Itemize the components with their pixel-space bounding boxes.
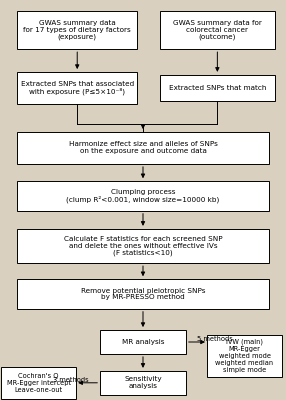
Text: Extracted SNPs that match: Extracted SNPs that match — [169, 85, 266, 91]
FancyBboxPatch shape — [17, 279, 269, 309]
Text: 5 methods: 5 methods — [197, 336, 233, 342]
Text: Remove potential pleiotropic SNPs
by MR-PRESSO method: Remove potential pleiotropic SNPs by MR-… — [81, 288, 205, 300]
Text: MR analysis: MR analysis — [122, 339, 164, 345]
FancyBboxPatch shape — [100, 330, 186, 354]
FancyBboxPatch shape — [17, 132, 269, 164]
Text: 3 methods: 3 methods — [53, 377, 89, 383]
Text: GWAS summary data for
colorectal cancer
(outcome): GWAS summary data for colorectal cancer … — [173, 20, 262, 40]
Text: Calculate F statistics for each screened SNP
and delete the ones without effecti: Calculate F statistics for each screened… — [64, 236, 222, 256]
FancyBboxPatch shape — [100, 371, 186, 395]
FancyBboxPatch shape — [17, 182, 269, 210]
FancyBboxPatch shape — [160, 11, 275, 49]
FancyBboxPatch shape — [17, 72, 137, 104]
FancyBboxPatch shape — [17, 229, 269, 263]
Text: Harmonize effect size and alleles of SNPs
on the exposure and outcome data: Harmonize effect size and alleles of SNP… — [69, 142, 217, 154]
Text: GWAS summary data
for 17 types of dietary factors
(exposure): GWAS summary data for 17 types of dietar… — [23, 20, 131, 40]
FancyBboxPatch shape — [160, 75, 275, 101]
Text: Sensitivity
analysis: Sensitivity analysis — [124, 376, 162, 389]
Text: IVW (main)
MR-Egger
weighted mode
weighted median
simple mode: IVW (main) MR-Egger weighted mode weight… — [215, 339, 274, 373]
FancyBboxPatch shape — [207, 335, 282, 377]
Text: Extracted SNPs that associated
with exposure (P≤5×10⁻⁸): Extracted SNPs that associated with expo… — [21, 81, 134, 95]
FancyBboxPatch shape — [1, 367, 76, 399]
Text: Cochran's Q
MR-Egger intercept
Leave-one-out: Cochran's Q MR-Egger intercept Leave-one… — [7, 373, 71, 393]
FancyBboxPatch shape — [17, 11, 137, 49]
Text: Clumping process
(clump R²<0.001, window size=10000 kb): Clumping process (clump R²<0.001, window… — [66, 189, 220, 203]
